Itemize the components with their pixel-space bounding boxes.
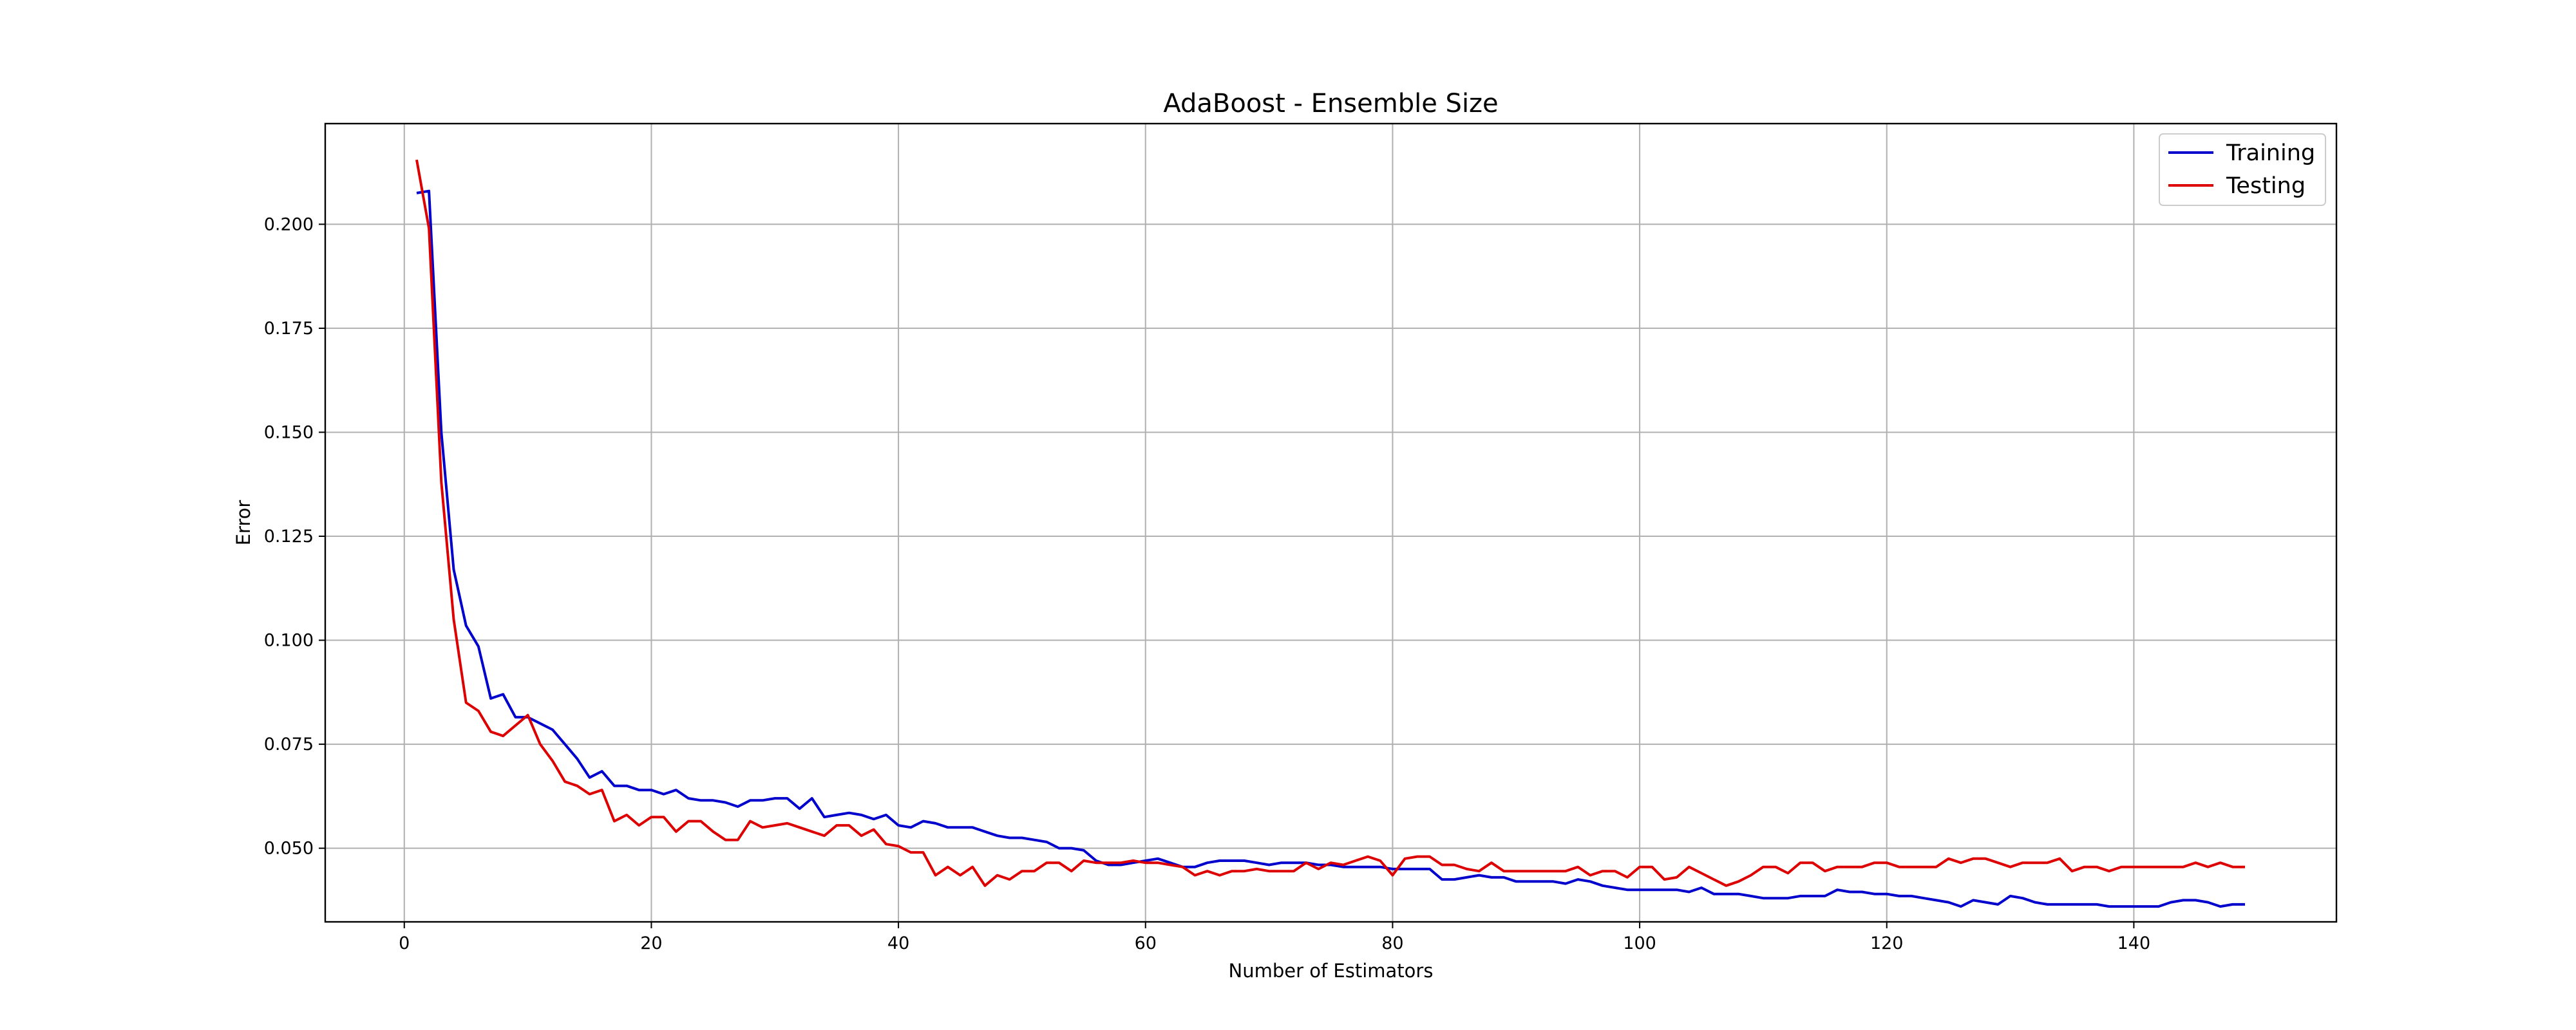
y-tick-label: 0.200 — [264, 214, 314, 234]
plot-area-frame — [324, 122, 2338, 923]
x-tick-label: 60 — [1135, 933, 1157, 953]
series-line-testing — [415, 159, 2245, 887]
y-axis-label: Error — [232, 500, 254, 546]
x-tick-label: 0 — [399, 933, 410, 953]
legend-label-testing: Testing — [2226, 173, 2306, 199]
x-tick-label: 100 — [1623, 933, 1656, 953]
y-tick-label: 0.075 — [264, 735, 314, 754]
y-tick-label: 0.050 — [264, 839, 314, 859]
series-line-training — [416, 189, 2245, 908]
x-axis-label: Number of Estimators — [1229, 960, 1434, 982]
grid — [325, 124, 2336, 922]
x-tick-label: 40 — [887, 933, 909, 953]
axis-ticks: 0 20 40 60 80 100 120 140 0.050 0.075 0.100 0.125 0.… — [264, 214, 2150, 953]
x-tick-label: 120 — [1870, 933, 1904, 953]
chart-title: AdaBoost - Ensemble Size — [1163, 89, 1498, 118]
y-tick-label: 0.100 — [264, 631, 314, 651]
x-tick-label: 20 — [640, 933, 662, 953]
x-tick-label: 80 — [1381, 933, 1403, 953]
y-tick-label: 0.175 — [264, 319, 314, 339]
y-tick-label: 0.125 — [264, 527, 314, 547]
x-tick-label: 140 — [2117, 933, 2151, 953]
legend-label-training: Training — [2226, 140, 2315, 166]
y-tick-label: 0.150 — [264, 422, 314, 442]
series-lines — [415, 159, 2245, 908]
legend: Training Testing — [2159, 133, 2326, 206]
